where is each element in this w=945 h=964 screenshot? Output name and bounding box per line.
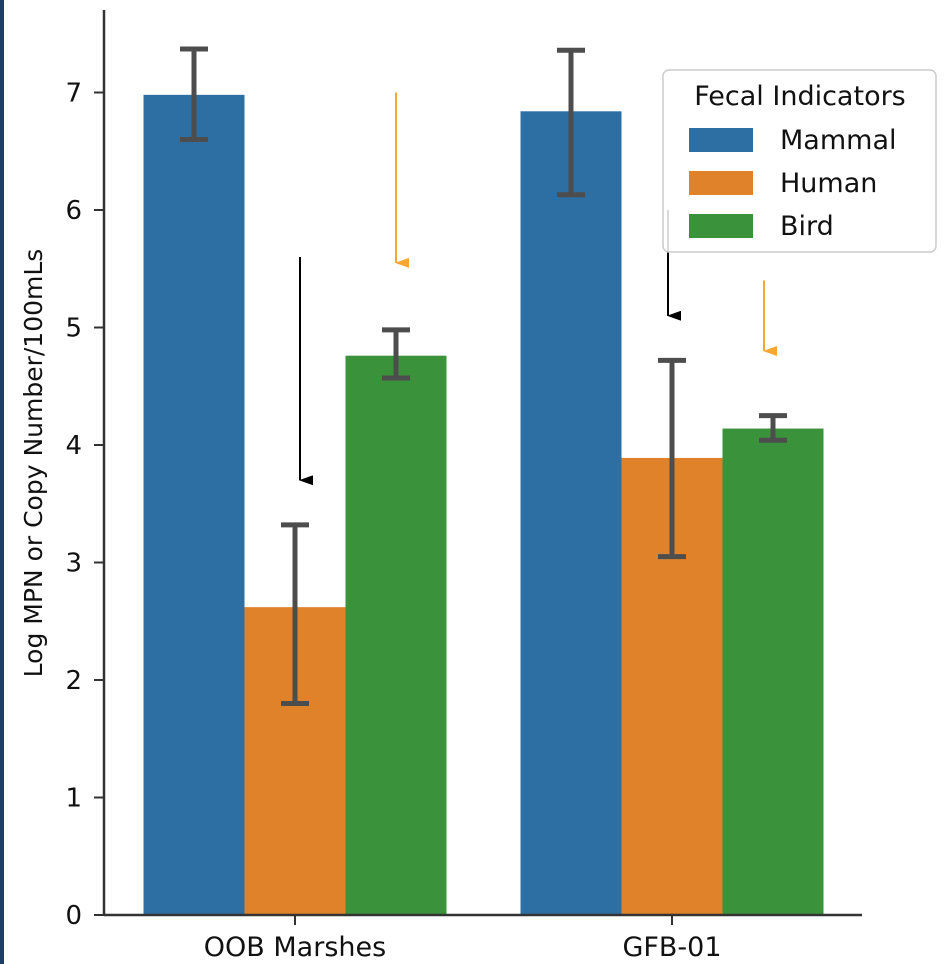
error-bar-mammal-gfb-01 (557, 47, 585, 198)
bar-bird-gfb-01 (722, 428, 824, 915)
bar-bird-oob-marshes (345, 355, 447, 915)
axes-layer: 0 1 2 3 4 5 6 7 OOB Marshes GFB-01 Log MPN or Copy… (19, 10, 862, 963)
annotation-arrows-layer (299, 92, 777, 486)
legend-swatch-bird (689, 214, 753, 238)
y-tick-label: 7 (65, 79, 82, 109)
x-tick-label-oob-marshes: OOB Marshes (204, 932, 386, 963)
error-bar-human-gfb-01 (658, 357, 686, 560)
legend-frame (662, 69, 937, 253)
legend-swatch-human (689, 171, 753, 195)
legend-swatch-mammal (689, 128, 753, 152)
bar-mammal-oob-marshes (143, 94, 245, 916)
y-tick-label: 5 (65, 314, 82, 344)
legend-label-human: Human (780, 168, 877, 199)
y-axis-label: Log MPN or Copy Number/100mLs (19, 249, 48, 678)
y-tick-label: 0 (65, 901, 82, 931)
legend: Fecal Indicators Mammal Human Bird (662, 69, 937, 253)
left-edge-border (0, 0, 4, 964)
x-tick-label-gfb-01: GFB-01 (622, 932, 721, 963)
y-tick-label: 3 (65, 549, 82, 579)
legend-title: Fecal Indicators (694, 81, 906, 112)
y-tick-label: 6 (65, 196, 82, 226)
error-bar-human-oob-marshes (281, 522, 309, 706)
error-bar-bird-oob-marshes (382, 327, 410, 381)
error-bars-layer (180, 46, 787, 706)
legend-label-mammal: Mammal (780, 125, 897, 156)
error-bar-bird-gfb-01 (759, 413, 787, 443)
bar-mammal-gfb-01 (520, 111, 622, 916)
y-tick-label: 4 (65, 431, 82, 461)
y-tick-label: 2 (65, 666, 82, 696)
y-tick-label: 1 (65, 784, 82, 814)
legend-label-bird: Bird (780, 211, 834, 242)
error-bar-mammal-oob-marshes (180, 46, 208, 142)
